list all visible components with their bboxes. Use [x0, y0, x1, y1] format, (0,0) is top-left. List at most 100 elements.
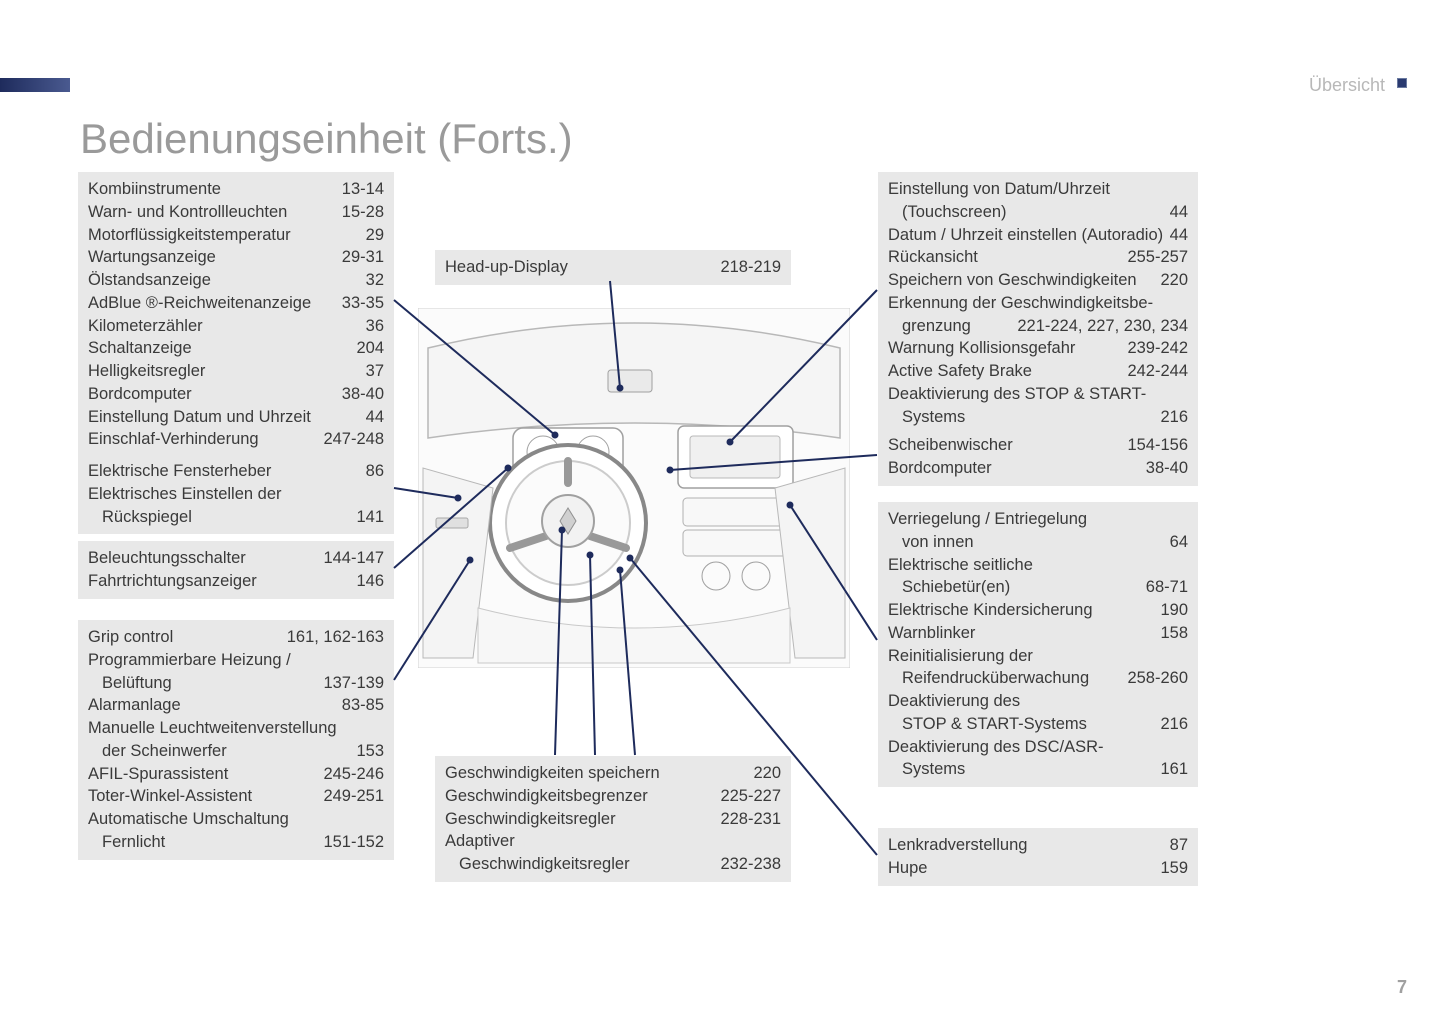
- index-row: Bordcomputer38-40: [888, 457, 1188, 480]
- index-label: Geschwindigkeiten speichern: [445, 762, 753, 785]
- index-row: Alarmanlage83-85: [88, 694, 384, 717]
- corner-marker-icon: [1397, 78, 1407, 88]
- index-page: 158: [1160, 622, 1188, 645]
- index-row: Schiebetür(en)68-71: [888, 576, 1188, 599]
- index-label: Beleuchtungsschalter: [88, 547, 323, 570]
- index-page: 232-238: [720, 853, 781, 876]
- index-page: 159: [1160, 857, 1188, 880]
- index-row: Toter-Winkel-Assistent249-251: [88, 785, 384, 808]
- index-page: 146: [356, 570, 384, 593]
- index-label: Systems: [888, 406, 1160, 429]
- index-page: 153: [356, 740, 384, 763]
- index-label: Helligkeitsregler: [88, 360, 366, 383]
- index-label: Elektrisches Einstellen der: [88, 483, 384, 506]
- index-row: Rückspiegel141: [88, 506, 384, 529]
- index-page: 258-260: [1127, 667, 1188, 690]
- index-label: Rückansicht: [888, 246, 1127, 269]
- index-page: 245-246: [323, 763, 384, 786]
- index-label: Active Safety Brake: [888, 360, 1127, 383]
- section-label: Übersicht: [1309, 75, 1385, 96]
- index-label: AFIL-Spurassistent: [88, 763, 323, 786]
- index-row: Kombiinstrumente13-14: [88, 178, 384, 201]
- index-row: Warn- und Kontrollleuchten15-28: [88, 201, 384, 224]
- index-label: Kilometerzähler: [88, 315, 366, 338]
- index-label: Ölstandsanzeige: [88, 269, 366, 292]
- index-label: Manuelle Leuchtweitenverstellung: [88, 717, 384, 740]
- index-page: 220: [753, 762, 781, 785]
- index-label: Scheibenwischer: [888, 434, 1127, 457]
- index-row: Adaptiver: [445, 830, 781, 853]
- index-page: 221-224, 227, 230, 234: [1017, 315, 1188, 338]
- index-page: 220: [1160, 269, 1188, 292]
- index-label: Schaltanzeige: [88, 337, 356, 360]
- index-page: 29: [366, 224, 384, 247]
- index-page: 68-71: [1146, 576, 1188, 599]
- index-page: 33-35: [342, 292, 384, 315]
- rightbox-wipers: Scheibenwischer154-156Bordcomputer38-40: [878, 428, 1198, 486]
- index-label: Warn- und Kontrollleuchten: [88, 201, 342, 224]
- index-row: Belüftung137-139: [88, 672, 384, 695]
- index-label: Fahrtrichtungsanzeiger: [88, 570, 356, 593]
- index-label: Speichern von Geschwindigkeiten: [888, 269, 1160, 292]
- index-row: Fernlicht151-152: [88, 831, 384, 854]
- index-page: 161, 162-163: [287, 626, 384, 649]
- rightbox-locking: Verriegelung / Entriegelungvon innen64El…: [878, 502, 1198, 787]
- index-page: 144-147: [323, 547, 384, 570]
- index-page: 239-242: [1127, 337, 1188, 360]
- index-label: Belüftung: [88, 672, 323, 695]
- index-page: 204: [356, 337, 384, 360]
- index-page: 64: [1170, 531, 1188, 554]
- index-row: AFIL-Spurassistent245-246: [88, 763, 384, 786]
- index-row: Grip control161, 162-163: [88, 626, 384, 649]
- centerbox-hud: Head-up-Display218-219: [435, 250, 791, 285]
- index-label: grenzung: [888, 315, 1017, 338]
- index-label: Elektrische Fensterheber: [88, 460, 366, 483]
- index-row: Programmierbare Heizung /: [88, 649, 384, 672]
- index-label: Einstellung von Datum/Uhrzeit: [888, 178, 1188, 201]
- index-page: 216: [1160, 406, 1188, 429]
- index-page: 141: [356, 506, 384, 529]
- index-page: 13-14: [342, 178, 384, 201]
- index-page: 151-152: [323, 831, 384, 854]
- centerbox-speed: Geschwindigkeiten speichern220Geschwindi…: [435, 756, 791, 882]
- index-page: 83-85: [342, 694, 384, 717]
- index-row: Head-up-Display218-219: [445, 256, 781, 279]
- index-page: 190: [1160, 599, 1188, 622]
- index-label: Systems: [888, 758, 1160, 781]
- index-page: 228-231: [720, 808, 781, 831]
- index-row: Einschlaf-Verhinderung247-248: [88, 428, 384, 451]
- index-row: Warnblinker158: [888, 622, 1188, 645]
- index-page: 218-219: [720, 256, 781, 279]
- index-label: Fernlicht: [88, 831, 323, 854]
- index-page: 161: [1160, 758, 1188, 781]
- index-row: Einstellung von Datum/Uhrzeit: [888, 178, 1188, 201]
- leftbox-instruments: Kombiinstrumente13-14Warn- und Kontrolll…: [78, 172, 394, 457]
- index-label: STOP & START-Systems: [888, 713, 1160, 736]
- index-row: Geschwindigkeiten speichern220: [445, 762, 781, 785]
- index-label: Bordcomputer: [888, 457, 1146, 480]
- index-row: Schaltanzeige204: [88, 337, 384, 360]
- index-label: Geschwindigkeitsregler: [445, 808, 720, 831]
- index-label: Automatische Umschaltung: [88, 808, 384, 831]
- index-page: 36: [366, 315, 384, 338]
- index-label: Toter-Winkel-Assistent: [88, 785, 323, 808]
- index-page: 32: [366, 269, 384, 292]
- index-row: Erkennung der Geschwindigkeitsbe-: [888, 292, 1188, 315]
- index-row: Kilometerzähler36: [88, 315, 384, 338]
- index-row: Manuelle Leuchtweitenverstellung: [88, 717, 384, 740]
- index-row: Warnung Kollisionsgefahr239-242: [888, 337, 1188, 360]
- index-page: 37: [366, 360, 384, 383]
- page-number: 7: [1397, 977, 1407, 998]
- index-label: Warnblinker: [888, 622, 1160, 645]
- index-row: Deaktivierung des DSC/ASR-: [888, 736, 1188, 759]
- index-label: Geschwindigkeitsbegrenzer: [445, 785, 720, 808]
- dashboard-diagram: [418, 308, 850, 668]
- index-row: STOP & START-Systems216: [888, 713, 1188, 736]
- index-label: Head-up-Display: [445, 256, 720, 279]
- index-label: (Touchscreen): [888, 201, 1170, 224]
- index-label: von innen: [888, 531, 1170, 554]
- index-page: 15-28: [342, 201, 384, 224]
- index-label: Schiebetür(en): [888, 576, 1146, 599]
- header-accent-bar: [0, 78, 70, 92]
- index-label: Grip control: [88, 626, 287, 649]
